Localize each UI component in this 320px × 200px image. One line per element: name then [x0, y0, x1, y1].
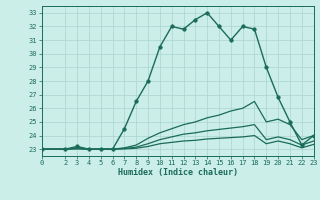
X-axis label: Humidex (Indice chaleur): Humidex (Indice chaleur) [118, 168, 237, 177]
